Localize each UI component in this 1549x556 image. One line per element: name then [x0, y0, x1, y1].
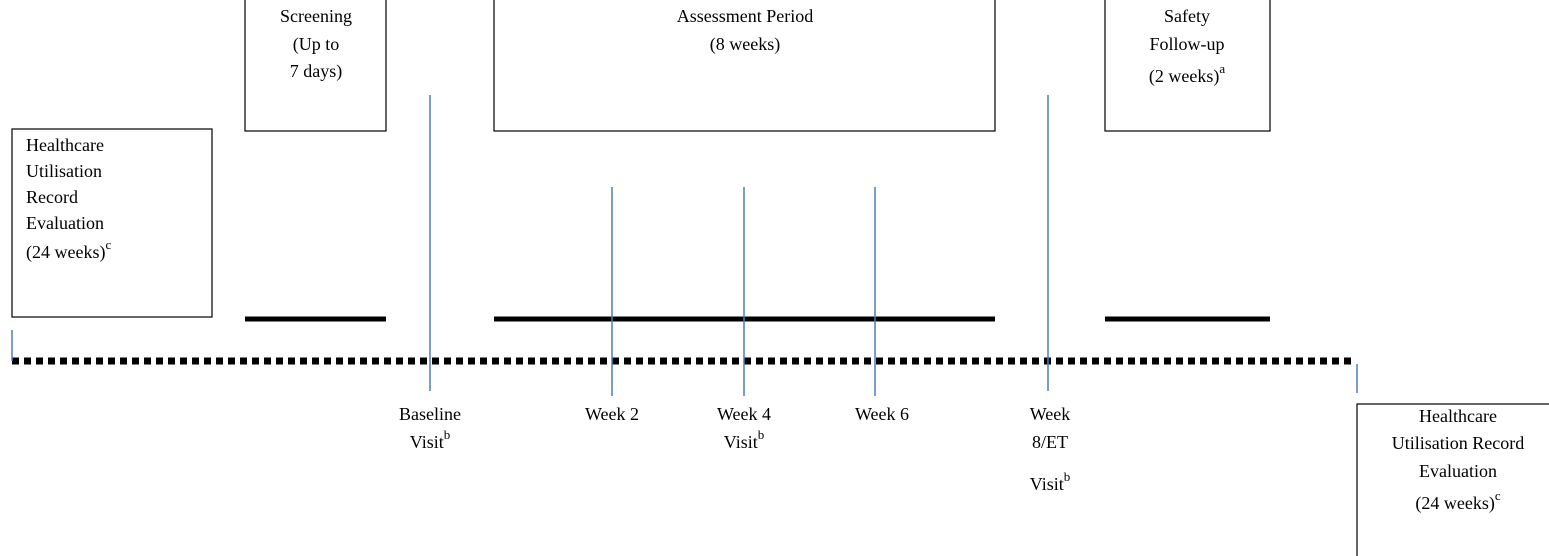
label: (Up to	[293, 34, 340, 55]
label-text: Visit	[724, 432, 758, 452]
label: Record	[26, 187, 78, 207]
label: Baseline	[399, 404, 461, 424]
label-text: (24 weeks)	[1415, 493, 1494, 514]
label: Screening	[280, 6, 352, 26]
label: Healthcare	[1419, 406, 1497, 426]
label: (24 weeks)c	[26, 237, 111, 263]
label-text: Healthcare	[26, 135, 104, 155]
label-text: Screening	[280, 6, 352, 26]
label-text: Week	[1030, 404, 1071, 424]
label-text: Record	[26, 187, 78, 207]
label: Week 2	[585, 404, 639, 424]
label: Week	[1030, 404, 1071, 424]
footnote-mark: b	[444, 427, 451, 442]
label: (24 weeks)c	[1415, 488, 1500, 514]
label: (8 weeks)	[710, 34, 780, 55]
label: Visitb	[1030, 469, 1070, 494]
label-text: Week 2	[585, 404, 639, 424]
label-text: Assessment Period	[677, 6, 814, 26]
label-text: Safety	[1164, 6, 1210, 26]
box	[1356, 403, 1549, 556]
label-text: Visit	[1030, 474, 1064, 494]
label: Week 4	[717, 404, 771, 424]
label: 7 days)	[290, 61, 343, 82]
label-text: Healthcare	[1419, 406, 1497, 426]
label-text: Baseline	[399, 404, 461, 424]
label: Healthcare	[26, 135, 104, 155]
footnote-mark: b	[1064, 469, 1071, 484]
box	[244, 0, 387, 132]
label: Utilisation	[26, 161, 102, 181]
label-text: 7 days)	[290, 61, 343, 82]
label-text: Evaluation	[1419, 461, 1497, 481]
label-text: (8 weeks)	[710, 34, 780, 55]
label: Assessment Period	[677, 6, 814, 26]
footnote-mark: c	[105, 237, 111, 252]
box	[1104, 0, 1271, 132]
box	[11, 128, 213, 318]
label-text: (24 weeks)	[26, 242, 105, 263]
label: Evaluation	[1419, 461, 1497, 481]
footnote-mark: c	[1495, 488, 1501, 503]
label: (2 weeks)a	[1149, 61, 1225, 87]
label-text: (2 weeks)	[1149, 66, 1219, 87]
label-text: Utilisation Record	[1392, 433, 1524, 453]
label-text: Visit	[410, 432, 444, 452]
box	[493, 0, 996, 132]
label: Follow-up	[1149, 34, 1224, 54]
label: 8/ET	[1032, 432, 1068, 452]
label-text: Follow-up	[1149, 34, 1224, 54]
footnote-mark: b	[758, 427, 765, 442]
label: Visitb	[410, 427, 450, 452]
label-text: Week 6	[855, 404, 909, 424]
label: Evaluation	[26, 213, 104, 233]
label: Week 6	[855, 404, 909, 424]
label-text: Week 4	[717, 404, 771, 424]
label-text: (Up to	[293, 34, 340, 55]
footnote-mark: a	[1219, 61, 1225, 76]
label: Visitb	[724, 427, 764, 452]
label-text: Evaluation	[26, 213, 104, 233]
label-text: Utilisation	[26, 161, 102, 181]
label: Safety	[1164, 6, 1210, 26]
label: Utilisation Record	[1392, 433, 1524, 453]
label-text: 8/ET	[1032, 432, 1068, 452]
